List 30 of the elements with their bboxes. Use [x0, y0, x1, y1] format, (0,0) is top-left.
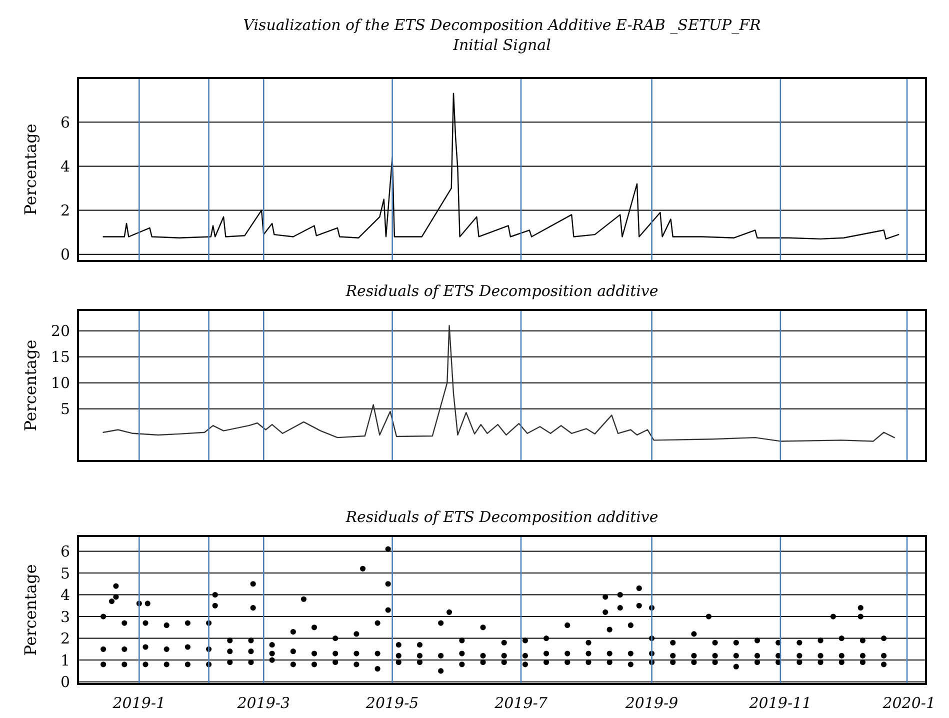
y-tick-label: 6: [60, 113, 70, 132]
y-tick-label: 15: [50, 348, 70, 366]
y-tick-label: 3: [60, 608, 70, 626]
y-tick-label: 20: [50, 322, 70, 340]
chart-subtitle: Initial Signal: [452, 36, 552, 54]
line-series: [102, 325, 895, 442]
y-tick-label: 0: [60, 673, 70, 692]
x-tick-label: 2019-7: [494, 694, 548, 712]
y-tick-label: 4: [60, 586, 70, 604]
x-tick-label: 2020-1: [882, 694, 936, 712]
y-axis-title: Percentage: [21, 340, 40, 432]
y-tick-label: 6: [60, 542, 70, 560]
chart-title: Residuals of ETS Decomposition additive: [344, 282, 658, 300]
x-tick-label: 2019-1: [112, 694, 166, 712]
x-tick-label: 2019-5: [364, 694, 419, 712]
y-tick-label: 2: [60, 630, 70, 648]
y-tick-label: 1: [60, 651, 70, 670]
x-tick-label: 2019-11: [748, 694, 812, 712]
y-axis-title: Percentage: [21, 124, 40, 216]
x-tick-label: 2019-3: [236, 694, 290, 712]
y-tick-label: 0: [60, 246, 70, 264]
y-tick-label: 5: [60, 564, 70, 582]
x-tick-label: 2019-9: [624, 694, 679, 712]
y-tick-label: 5: [60, 400, 70, 418]
y-tick-label: 10: [50, 374, 70, 392]
y-tick-label: 4: [60, 157, 70, 176]
chart-title: Residuals of ETS Decomposition additive: [344, 508, 658, 526]
chart-title: Visualization of the ETS Decomposition Additive E-RAB _SETUP_FR: [243, 16, 761, 34]
y-tick-label: 2: [60, 202, 70, 220]
y-axis-title: Percentage: [21, 564, 40, 656]
